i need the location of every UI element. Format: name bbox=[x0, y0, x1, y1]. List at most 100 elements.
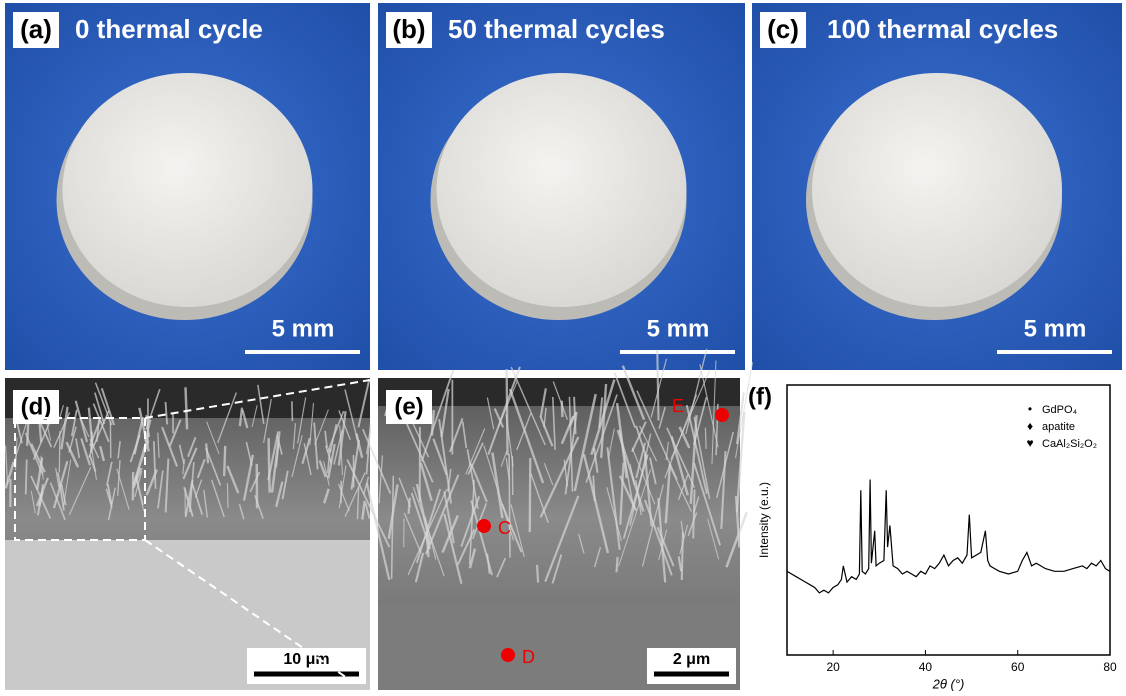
sem-needle bbox=[75, 438, 81, 459]
sem-needle bbox=[301, 437, 311, 465]
sem-needle bbox=[735, 411, 746, 513]
sem-needle bbox=[508, 453, 511, 558]
scale-label: 5 mm bbox=[647, 315, 710, 342]
sem-needle bbox=[226, 465, 240, 494]
sem-needle bbox=[643, 453, 653, 527]
sem-needle bbox=[387, 484, 399, 540]
sem-needle bbox=[129, 434, 141, 463]
sem-needle bbox=[631, 447, 656, 505]
sem-needle bbox=[263, 398, 272, 443]
point-marker bbox=[501, 648, 515, 662]
sem-needle bbox=[205, 443, 210, 464]
sem-needle bbox=[664, 463, 672, 524]
sem-needle bbox=[211, 479, 225, 518]
sem-needle bbox=[194, 479, 203, 498]
scale-label: 10 μm bbox=[283, 651, 329, 668]
sem-needle bbox=[657, 497, 667, 583]
sem-needle bbox=[344, 389, 359, 441]
sem-needle bbox=[88, 410, 110, 458]
sem-needle bbox=[80, 438, 91, 466]
legend-label: CaAl₂Si₂O₂ bbox=[1042, 438, 1097, 450]
sem-needle bbox=[291, 435, 303, 478]
sem-needle bbox=[622, 454, 649, 539]
panel-label: (b) bbox=[392, 14, 425, 44]
sem-needle bbox=[60, 406, 69, 450]
sem-needle bbox=[635, 425, 648, 460]
sem-needle bbox=[339, 425, 344, 476]
sem-needle bbox=[105, 461, 113, 486]
scale-label: 5 mm bbox=[272, 315, 335, 342]
x-tick-label: 60 bbox=[1011, 660, 1025, 674]
sem-needle bbox=[361, 428, 392, 494]
sem-needle bbox=[333, 429, 344, 465]
sem-needle bbox=[734, 495, 741, 548]
sem-needle bbox=[245, 441, 253, 466]
point-marker bbox=[477, 519, 491, 533]
legend-label: apatite bbox=[1042, 421, 1075, 433]
sem-needle bbox=[440, 388, 450, 438]
sem-needle bbox=[325, 445, 333, 464]
sem-needle bbox=[361, 500, 366, 520]
sem-needle bbox=[357, 378, 371, 428]
sem-needle bbox=[716, 431, 734, 499]
sem-needle bbox=[365, 424, 372, 475]
sem-needle bbox=[65, 441, 80, 468]
x-tick-label: 40 bbox=[919, 660, 933, 674]
sem-needle bbox=[168, 419, 182, 447]
sem-needle bbox=[36, 457, 44, 490]
sem-needle bbox=[613, 372, 636, 428]
sem-needle bbox=[92, 403, 110, 443]
sem-needle bbox=[217, 392, 237, 444]
sem-needle bbox=[704, 427, 707, 449]
sem-needle bbox=[551, 554, 563, 584]
zoom-line bbox=[144, 539, 351, 681]
sem-needle bbox=[94, 392, 106, 425]
sem-needle bbox=[132, 467, 143, 489]
sem-needle bbox=[222, 445, 227, 477]
pellet bbox=[62, 73, 313, 307]
sem-needle bbox=[338, 410, 351, 440]
sem-needle bbox=[403, 512, 422, 553]
sem-needle bbox=[470, 500, 493, 576]
sem-needle bbox=[297, 397, 307, 444]
panel-label-box bbox=[760, 12, 806, 48]
sem-needle bbox=[424, 516, 437, 560]
sem-needle bbox=[238, 503, 245, 520]
sem-needle bbox=[573, 393, 597, 492]
sem-needle bbox=[281, 470, 289, 500]
sem-needle bbox=[616, 429, 645, 512]
xrd-line bbox=[786, 479, 1111, 594]
sem-needle bbox=[680, 532, 684, 581]
sem-needle bbox=[178, 444, 185, 465]
pellet bbox=[436, 73, 687, 307]
sem-needle bbox=[443, 491, 455, 544]
sem-needle bbox=[226, 482, 229, 509]
sem-needle bbox=[582, 453, 610, 554]
sem-needle bbox=[468, 548, 477, 569]
sem-needle bbox=[196, 458, 206, 479]
sem-needle bbox=[152, 441, 157, 489]
sem-needle bbox=[619, 462, 625, 525]
sem-needle bbox=[322, 488, 330, 504]
sem-needle bbox=[552, 381, 568, 420]
sem-needle bbox=[355, 433, 364, 459]
sem-needle bbox=[598, 397, 604, 429]
point-label: E bbox=[672, 396, 684, 416]
sem-needle bbox=[24, 432, 44, 475]
sem-needle bbox=[378, 455, 384, 504]
sem-needle bbox=[12, 420, 28, 467]
sem-needle bbox=[106, 483, 113, 505]
sem-needle bbox=[337, 411, 347, 466]
sem-needle bbox=[303, 442, 312, 476]
sem-needle bbox=[134, 440, 150, 480]
sem-needle bbox=[578, 533, 585, 554]
panel-label: (d) bbox=[21, 393, 52, 420]
sem-needle bbox=[87, 407, 94, 448]
sem-needle bbox=[510, 504, 525, 557]
sem-needle bbox=[621, 365, 646, 421]
sem-needle bbox=[528, 458, 532, 533]
sem-needle bbox=[508, 388, 545, 484]
sem-needle bbox=[438, 418, 452, 504]
sem-needle bbox=[656, 526, 675, 567]
sem-needle bbox=[666, 427, 696, 489]
